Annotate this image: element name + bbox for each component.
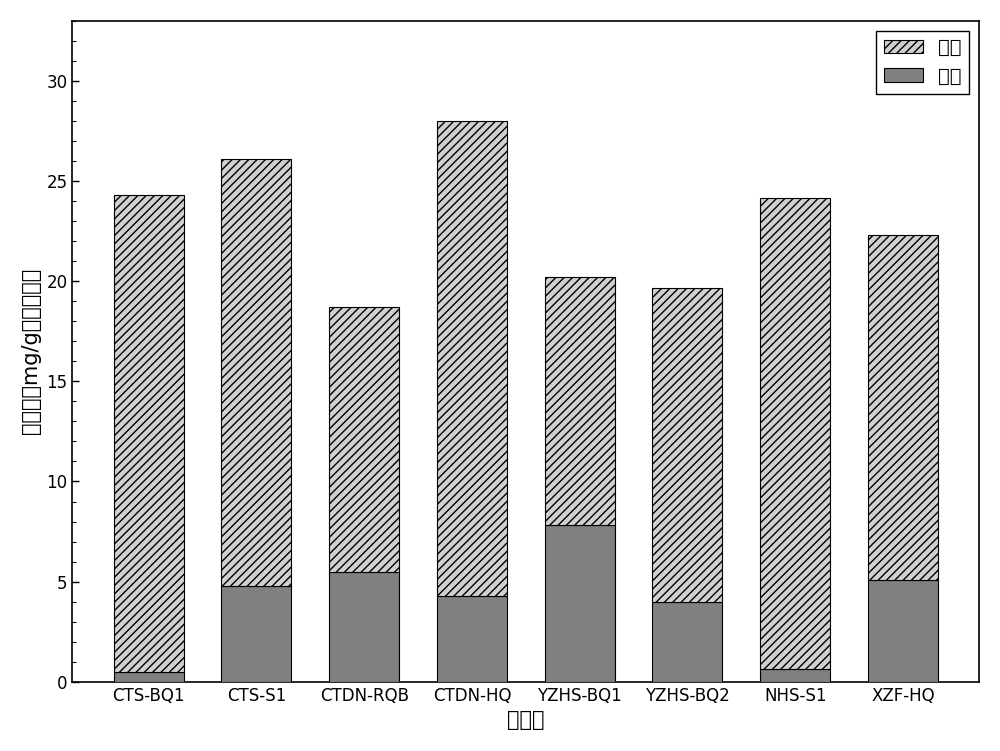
Bar: [221, 586, 291, 682]
Bar: [545, 524, 615, 682]
Bar: [545, 277, 615, 524]
Bar: [760, 668, 830, 682]
Bar: [114, 671, 184, 682]
X-axis label: 预处理: 预处理: [507, 710, 545, 730]
Bar: [868, 580, 938, 682]
Bar: [329, 307, 399, 572]
Bar: [221, 159, 291, 586]
Bar: [437, 121, 507, 596]
Bar: [114, 195, 184, 671]
Bar: [760, 198, 830, 668]
Bar: [437, 596, 507, 682]
Y-axis label: 糖含量（mg/g原料干基）: 糖含量（mg/g原料干基）: [21, 268, 41, 434]
Legend: 产糖, 耗糖: 产糖, 耗糖: [876, 31, 969, 94]
Bar: [329, 572, 399, 682]
Bar: [868, 235, 938, 580]
Bar: [652, 288, 722, 602]
Bar: [652, 602, 722, 682]
